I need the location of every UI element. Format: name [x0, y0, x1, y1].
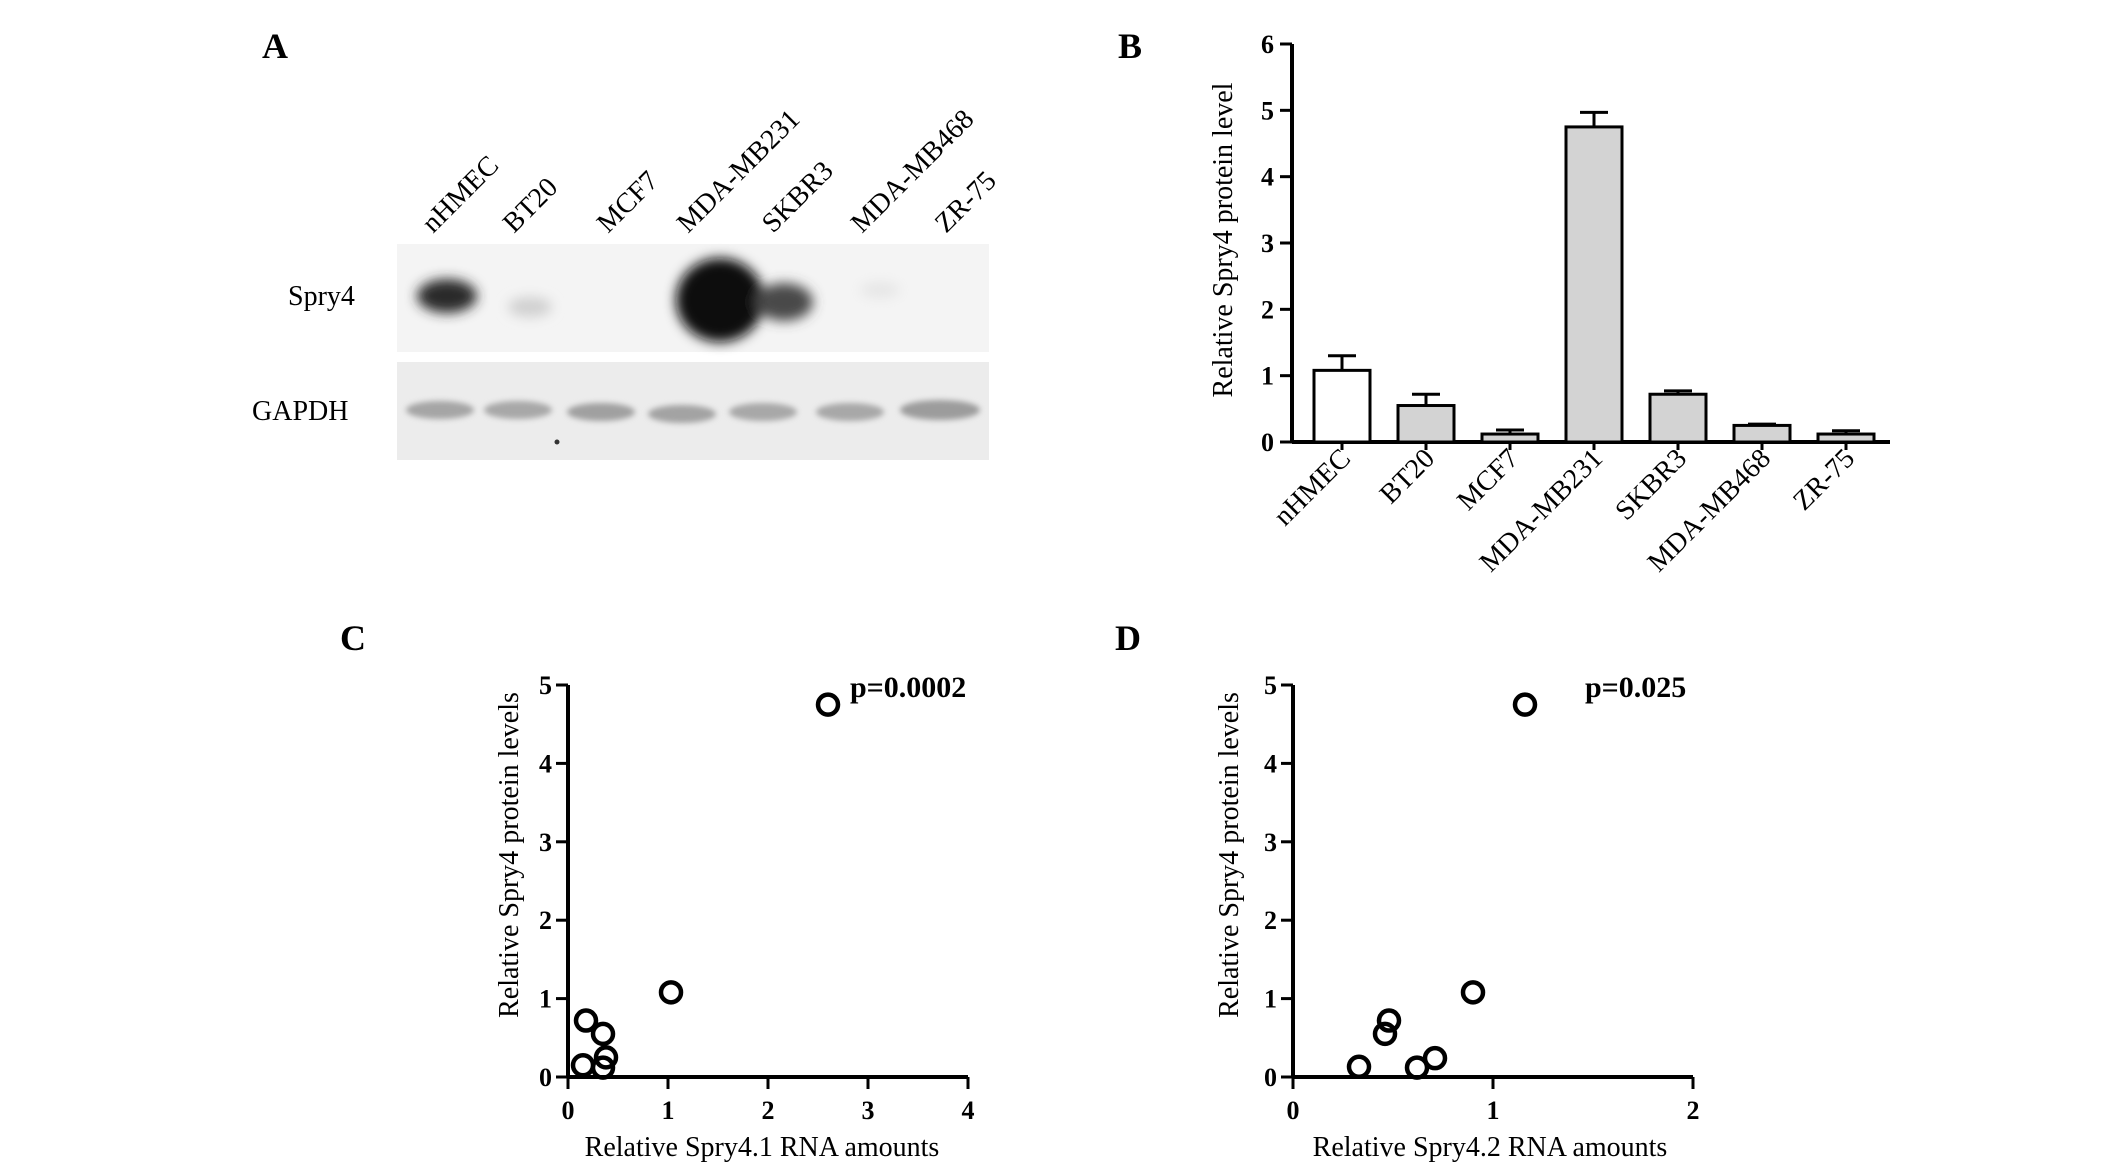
scatter-c-y-tick-label: 1 [539, 985, 552, 1014]
panel-d-letter: D [1115, 618, 1141, 658]
lane-label-mcf7: MCF7 [591, 165, 665, 239]
scatter-d-ylabel: Relative Spry4 protein levels [1214, 692, 1245, 1018]
bar-y-tick-label: 0 [1261, 428, 1274, 457]
bar-y-tick-label: 4 [1261, 163, 1274, 192]
panel-c: C Relative Spry4 protein levels Relative… [340, 618, 975, 1163]
scatter-d-x-tick-label: 1 [1487, 1096, 1500, 1125]
bar-skbr3 [1648, 392, 1708, 444]
scatter-d-point [1376, 1008, 1402, 1033]
scatter-c-xlabel: Relative Spry4.1 RNA amounts [585, 1132, 940, 1163]
scatter-d-xlabel: Relative Spry4.2 RNA amounts [1313, 1132, 1668, 1163]
scatter-c-point [573, 1008, 599, 1033]
scatter-d-point [1422, 1045, 1448, 1071]
gapdh-band-bt20 [484, 401, 552, 419]
gapdh-band-mcf7 [567, 403, 635, 421]
bar-y-tick-label: 3 [1261, 229, 1274, 258]
gapdh-band-skbr3 [729, 403, 797, 421]
gapdh-bands [406, 400, 980, 423]
spry4-band-skbr3 [755, 283, 813, 321]
scatter-d-point [1372, 1021, 1398, 1047]
spry4-band-bt20 [508, 297, 552, 317]
scatter-c-point [590, 1021, 616, 1047]
lane-label-nhmec: nHMEC [416, 150, 505, 239]
scatter-c-y-tick-label: 5 [539, 671, 552, 700]
spry4-band-nhmec [417, 279, 477, 313]
lane-label-skbr3: SKBR3 [756, 155, 840, 239]
panel-a: A nHMEC BT20 MCF7 MDA-MB231 SKBR3 MDA-MB… [252, 26, 1003, 460]
lane-label-bt20: BT20 [497, 172, 564, 239]
scatter-d-x-tick-label: 2 [1687, 1096, 1700, 1125]
gapdh-band-mda-mb231 [648, 405, 716, 423]
scatter-d-point [1460, 980, 1486, 1005]
bar-x-label-nhmec: nHMEC [1268, 443, 1357, 532]
bar-x-label-mcf7: MCF7 [1451, 443, 1525, 517]
scatter-c-x-tick-label: 4 [962, 1096, 975, 1125]
lane-labels: nHMEC BT20 MCF7 MDA-MB231 SKBR3 MDA-MB46… [416, 104, 1003, 239]
gapdh-band-mda-mb468 [816, 403, 884, 421]
bar-mda-mb468 [1732, 423, 1792, 444]
panel-c-letter: C [340, 618, 366, 658]
scatter-d-point [1512, 692, 1538, 717]
scatter-d-y-tick-label: 5 [1264, 671, 1277, 700]
scatter-c-point [570, 1052, 596, 1078]
scatter-d-point [1346, 1054, 1372, 1080]
bar-mcf7 [1480, 432, 1540, 444]
scatter-c-x-tick-label: 3 [862, 1096, 875, 1125]
scatter-c-y-tick-label: 2 [539, 906, 552, 935]
bar-zr-75 [1816, 432, 1876, 444]
scatter-c-ylabel: Relative Spry4 protein levels [494, 692, 525, 1018]
spry4-band-mda-mb231 [676, 258, 764, 342]
panel-b: B Relative Spry4 protein level 0 1 2 3 4 5 6 nH… [1118, 26, 1890, 578]
scatter-c-pvalue: p=0.0002 [850, 671, 966, 704]
scatter-d-y-tick-label: 2 [1264, 906, 1277, 935]
scatter-chart-d: 0 1 2 3 4 5 0 1 2 [1264, 671, 1700, 1125]
bar-x-label-zr-75: ZR-75 [1787, 443, 1861, 517]
bar-nhmec [1312, 368, 1372, 444]
scatter-c-point [593, 1045, 619, 1070]
panel-d: D Relative Spry4 protein levels Relative… [1115, 618, 1700, 1163]
scatter-c-x-tick-label: 2 [762, 1096, 775, 1125]
bar-x-label-bt20: BT20 [1374, 443, 1441, 510]
scatter-d-point [1404, 1055, 1430, 1080]
panel-a-letter: A [262, 26, 288, 66]
scatter-d-y-tick-label: 3 [1264, 828, 1277, 857]
bar-y-tick-label: 5 [1261, 96, 1274, 125]
scatter-c-point [815, 692, 841, 717]
row-label-gapdh: GAPDH [252, 396, 348, 427]
scatter-d-y-tick-label: 4 [1264, 749, 1277, 778]
scatter-c-y-tick-label: 3 [539, 828, 552, 857]
row-label-spry4: Spry4 [288, 281, 355, 312]
panel-b-letter: B [1118, 26, 1142, 66]
spry4-band-mda-mb468 [860, 282, 900, 298]
gapdh-band-nhmec [406, 401, 474, 419]
scatter-d-y-tick-label: 1 [1264, 985, 1277, 1014]
blot-speck [554, 439, 560, 445]
bar-x-label-skbr3: SKBR3 [1609, 443, 1693, 527]
scatter-c-x-tick-label: 1 [662, 1096, 675, 1125]
bar-y-tick-label: 6 [1261, 30, 1274, 59]
scatter-chart-c: 0 1 2 3 4 5 0 1 2 3 4 [539, 671, 975, 1125]
scatter-c-y-tick-label: 0 [539, 1063, 552, 1092]
gapdh-band-zr-75 [900, 400, 980, 420]
scatter-c-point [590, 1055, 616, 1080]
bar-y-tick-label: 2 [1261, 295, 1274, 324]
scatter-c-x-tick-label: 0 [562, 1096, 575, 1125]
bar-bt20 [1396, 404, 1456, 444]
scatter-d-x-tick-label: 0 [1287, 1096, 1300, 1125]
scatter-d-pvalue: p=0.025 [1585, 671, 1686, 704]
spry4-bands [417, 258, 900, 342]
bar-y-tick-label: 1 [1261, 362, 1274, 391]
scatter-c-point [658, 980, 684, 1005]
scatter-c-y-tick-label: 4 [539, 749, 552, 778]
bar-chart-ylabel: Relative Spry4 protein level [1208, 82, 1239, 397]
lane-label-zr-75: ZR-75 [929, 165, 1003, 239]
bar-mda-mb231 [1564, 125, 1624, 444]
scatter-d-y-tick-label: 0 [1264, 1063, 1277, 1092]
